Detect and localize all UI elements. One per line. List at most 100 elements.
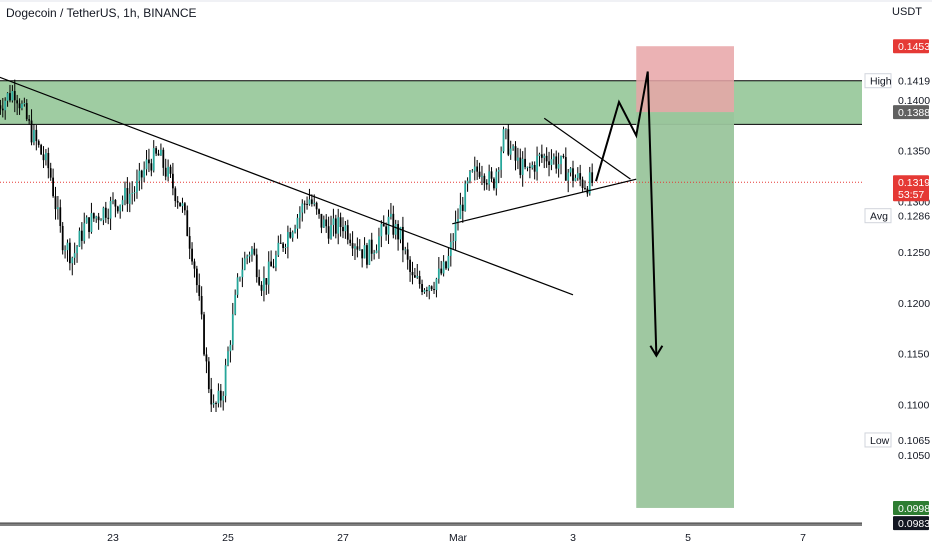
candle-body — [493, 178, 495, 189]
candle-body — [260, 284, 263, 291]
candle-body — [524, 158, 526, 168]
candle-body — [497, 169, 500, 172]
countdown-timer: 53:57 — [898, 189, 924, 201]
candle-body — [174, 188, 177, 202]
candle-body — [375, 250, 378, 253]
candle-body — [210, 389, 213, 405]
candle-body — [66, 242, 69, 251]
candle-body — [327, 226, 330, 239]
candle-body — [68, 242, 71, 264]
candle-body — [219, 390, 222, 401]
candle-body — [229, 344, 232, 352]
candle-body — [162, 149, 165, 168]
candle-body — [579, 173, 582, 180]
candle-body — [572, 168, 574, 181]
candle-body — [447, 255, 450, 269]
candle-body — [394, 224, 397, 235]
candle-body — [296, 217, 299, 229]
avg-label: Avg — [870, 211, 888, 223]
candle-body — [248, 254, 251, 257]
candle-body — [164, 167, 167, 177]
candle-body — [64, 250, 66, 252]
candle-body — [59, 207, 62, 226]
candle-body — [102, 207, 105, 221]
candle-body — [21, 103, 23, 109]
candle-body — [332, 218, 335, 226]
high-value: 0.1419 — [898, 76, 930, 88]
candle-body — [109, 200, 112, 219]
candle-body — [574, 177, 577, 181]
candle-body — [200, 296, 203, 315]
stop-loss-zone — [636, 46, 734, 113]
candle-body — [272, 266, 275, 268]
candle-body — [591, 172, 594, 183]
take-profit-zone — [636, 112, 734, 508]
candle-body — [227, 351, 229, 366]
candle-body — [13, 91, 16, 101]
candle-body — [35, 129, 38, 142]
entry-price-tag: 0.1388 — [898, 107, 930, 119]
candle-body — [37, 141, 40, 145]
triangle-upper-line — [543, 117, 631, 180]
candle-body — [584, 187, 586, 189]
candle-body — [76, 246, 78, 254]
candle-body — [33, 129, 35, 143]
candle-body — [85, 217, 88, 224]
candle-body — [198, 285, 201, 297]
candle-body — [207, 361, 210, 390]
candle-body — [255, 254, 258, 278]
candle-body — [183, 203, 186, 211]
candle-body — [28, 119, 31, 121]
candle-body — [440, 268, 443, 274]
candle-body — [152, 148, 155, 171]
candle-body — [203, 314, 205, 355]
candle-body — [222, 395, 225, 401]
candle-body — [30, 120, 33, 143]
candle-body — [236, 277, 239, 295]
candle-body — [416, 276, 419, 278]
candle-body — [176, 201, 179, 203]
candle-body — [18, 103, 21, 109]
candle-body — [409, 259, 411, 272]
candle-body — [78, 230, 81, 247]
candle-body — [251, 248, 253, 255]
candle-body — [100, 220, 102, 222]
candle-body — [366, 245, 368, 265]
candle-body — [186, 210, 189, 236]
candle-body — [112, 200, 114, 202]
candle-body — [385, 226, 388, 235]
y-tick-label: 0.1350 — [898, 146, 930, 158]
y-tick-label: 0.1200 — [898, 298, 930, 310]
candle-body — [140, 170, 143, 178]
candle-body — [128, 193, 131, 204]
candle-body — [476, 166, 479, 172]
candle-body — [193, 261, 196, 269]
candle-body — [555, 156, 558, 169]
candle-body — [428, 286, 431, 291]
candle-body — [217, 390, 220, 404]
target-price-tag-bg — [893, 500, 929, 515]
candle-body — [320, 213, 323, 228]
candle-body — [114, 200, 117, 207]
candle-body — [548, 161, 550, 166]
candle-body — [382, 223, 385, 227]
candle-body — [536, 155, 538, 172]
candle-body — [282, 243, 285, 248]
bottom-price-tag: 0.0983 — [898, 518, 930, 530]
candle-body — [378, 236, 380, 251]
candle-body — [473, 166, 476, 171]
candle-body — [277, 242, 280, 256]
candle-body — [42, 154, 45, 161]
candle-body — [478, 171, 481, 177]
candles-group — [0, 79, 594, 413]
candle-body — [155, 148, 158, 154]
candle-body — [298, 212, 301, 218]
x-tick-label: Mar — [449, 532, 468, 544]
candle-body — [588, 172, 591, 194]
candle-body — [107, 217, 110, 219]
candle-body — [145, 159, 148, 170]
candle-body — [119, 204, 122, 212]
projection-arrow-head — [649, 345, 664, 358]
candle-body — [461, 204, 464, 211]
